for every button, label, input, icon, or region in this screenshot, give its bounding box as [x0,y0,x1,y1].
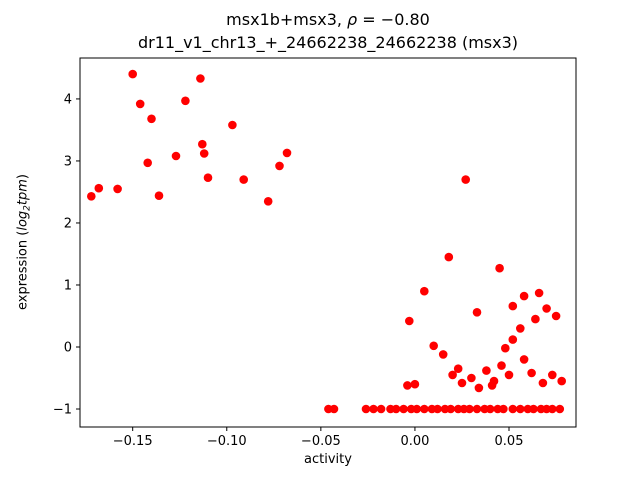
scatter-point [135,99,145,109]
scatter-point [143,158,152,168]
scatter-point [548,404,557,414]
scatter-point [405,316,414,326]
scatter-point [499,404,508,414]
scatter-point [531,314,540,324]
scatter-point [534,288,544,298]
scatter-point [501,343,510,353]
scatter-point [504,370,514,380]
scatter-point [361,404,371,414]
scatter-point [275,161,284,171]
y-tick-label: 4 [64,92,72,107]
scatter-point [497,361,506,370]
scatter-point [467,373,476,383]
scatter-point [87,192,96,201]
scatter-point [438,350,448,359]
scatter-point [557,376,566,386]
y-tick-label: 2 [64,216,72,231]
scatter-point [555,404,565,414]
scatter-point [263,197,273,206]
scatter-point [482,366,491,375]
scatter-point [429,341,439,351]
scatter-point [472,404,482,414]
scatter-point [474,383,484,393]
scatter-point [128,69,137,79]
scatter-point [516,324,525,333]
scatter-point [181,96,190,106]
scatter-point [508,404,518,414]
scatter-point [420,404,429,414]
scatter-point [487,381,497,390]
chart-title-text: msx1b+msx3, [226,10,348,29]
axes-frame [79,57,577,428]
scatter-point [199,149,209,158]
x-tick-label: −0.15 [113,434,153,449]
scatter-point [448,370,457,380]
scatter-point [527,368,536,378]
x-tick-label: −0.10 [207,434,247,449]
scatter-point [444,252,454,262]
y-tick-label: 1 [64,278,72,293]
chart-title-value: = −0.80 [357,10,430,29]
chart-subtitle: dr11_v1_chr13_+_24662238_24662238 (msx3) [137,33,519,52]
chart-title-rho: ρ [347,10,358,29]
y-tick-label: 3 [64,154,72,169]
scatter-point [465,404,474,414]
scatter-point [329,404,339,414]
scatter-point [519,355,529,364]
scatter-point [403,381,412,390]
x-tick-label: −0.05 [301,434,341,449]
scatter-point [542,304,551,313]
y-tick-label: −1 [53,403,72,418]
scatter-point [391,404,401,414]
scatter-point [147,114,156,124]
scatter-point [203,173,213,182]
x-tick-label: 0.00 [400,434,429,449]
scatter-point [410,379,420,389]
scatter-point [282,148,292,158]
scatter-point [472,308,482,317]
scatter-point [538,378,548,388]
scatter-point [154,191,164,200]
scatter-point [529,404,538,414]
scatter-point [94,183,104,193]
scatter-point [551,311,561,321]
scatter-point [446,404,456,414]
scatter-point [196,74,205,83]
scatter-point [198,139,207,149]
x-axis-label: activity [304,452,352,467]
scatter-point [508,301,518,311]
chart-title: msx1b+msx3, ρ = −0.80 [80,10,576,29]
scatter-point [399,404,408,414]
scatter-point [239,175,248,184]
scatter-point [453,364,463,374]
scatter-point [519,291,529,301]
scatter-point [508,335,518,344]
scatter-point [433,404,442,414]
y-tick-label: 0 [64,340,72,355]
scatter-point [228,120,237,130]
scatter-point [369,404,378,414]
scatter-point [113,184,122,194]
scatter-point [412,404,422,414]
scatter-point [485,404,495,414]
scatter-point [171,151,181,161]
x-tick-label: 0.05 [495,434,524,449]
scatter-point [516,404,525,414]
scatter-point [457,378,467,388]
scatter-point [495,263,504,273]
scatter-point [376,404,386,414]
scatter-point [548,370,557,380]
scatter-point [420,286,429,296]
scatter-point [461,175,471,184]
